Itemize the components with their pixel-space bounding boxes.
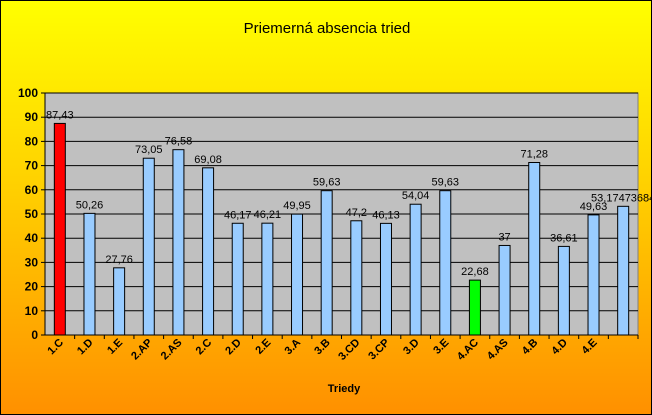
bar-1.C [53, 122, 66, 336]
bar-3.CP [379, 222, 392, 336]
y-tick-label: 20 [25, 280, 39, 294]
bar-4.AS [498, 244, 511, 336]
data-label: 27,76 [105, 254, 133, 266]
bar-3.D [409, 203, 422, 336]
x-tick-label: 3.B [312, 337, 333, 358]
x-tick-label: 2.E [253, 337, 273, 357]
y-tick-label: 50 [25, 207, 39, 221]
data-label: 46,17 [224, 209, 252, 221]
x-tick-label: 1.C [45, 337, 66, 358]
data-label: 69,08 [194, 154, 222, 166]
x-axis-ticks: 1.C 1.D 1.E 2.AP 2.AS 2.C 2.D 2.E 3.A 3.B 3.CD 3.CP… [45, 335, 639, 363]
x-tick-label: 2.C [194, 337, 215, 358]
data-label: 49,95 [283, 200, 311, 212]
bar-2.E [261, 222, 274, 336]
data-label: 47,2 [346, 207, 367, 219]
data-label: 73,05 [135, 144, 163, 156]
data-label: 46,21 [254, 209, 282, 221]
x-tick-label: 2.AP [129, 337, 155, 363]
x-tick-label: 3.A [283, 337, 304, 358]
x-tick-label: 3.E [431, 337, 451, 357]
data-label: 59,63 [432, 177, 460, 189]
y-tick-label: 80 [25, 134, 39, 148]
y-tick-label: 10 [25, 304, 39, 318]
bar-3.A [291, 213, 304, 336]
data-label: 22,68 [461, 266, 489, 278]
bar-4.E [587, 214, 600, 336]
x-tick-label: 1.D [75, 337, 96, 358]
y-tick-label: 60 [25, 183, 39, 197]
data-label: 46,13 [372, 209, 400, 221]
x-tick-label: 2.D [223, 337, 244, 358]
x-tick-label: 3.CP [366, 337, 392, 363]
bar-1.E [113, 267, 126, 336]
data-label: 50,26 [76, 199, 104, 211]
y-tick-label: 90 [25, 110, 39, 124]
bar-3.E [439, 190, 452, 336]
x-axis-title: Triedy [328, 383, 361, 395]
y-tick-label: 100 [18, 86, 38, 100]
y-axis-ticks: 0 10 20 30 40 50 60 70 80 90 100 [18, 86, 45, 342]
bar-3.CD [350, 220, 363, 336]
bar-4.B [528, 162, 541, 336]
bars [53, 122, 630, 336]
bar-2.D [231, 222, 244, 336]
x-tick-label: 1.E [105, 337, 125, 357]
y-tick-label: 40 [25, 231, 39, 245]
x-tick-label: 2.AS [159, 337, 185, 363]
data-label: 54,04 [402, 190, 430, 202]
data-label: 37 [498, 231, 510, 243]
y-tick-label: 70 [25, 159, 39, 173]
data-label: 53,17473684 [591, 192, 651, 204]
bar-2.AP [142, 157, 155, 336]
bar-4.AC [468, 279, 481, 336]
bar-3.B [320, 190, 333, 336]
x-tick-label: 3.D [401, 337, 422, 358]
bar-unlabeled [617, 205, 630, 336]
bar-1.D [83, 212, 96, 336]
bar-4.D [557, 245, 570, 336]
x-tick-label: 4.AS [485, 337, 511, 363]
data-label: 71,28 [520, 149, 548, 161]
data-label: 59,63 [313, 177, 341, 189]
bar-2.C [202, 167, 215, 336]
data-label: 76,58 [165, 136, 193, 148]
data-label: 36,61 [550, 232, 578, 244]
data-label: 87,43 [46, 109, 74, 121]
y-tick-label: 30 [25, 255, 39, 269]
data-label: 49,63 [580, 201, 608, 213]
x-tick-label: 4.D [549, 337, 570, 358]
x-tick-label: 3.CD [336, 337, 362, 363]
chart-title: Priemerná absencia tried [244, 20, 411, 37]
y-tick-label: 0 [31, 328, 38, 342]
x-tick-label: 4.AC [455, 337, 481, 363]
x-tick-label: 4.B [520, 337, 541, 358]
bar-2.AS [172, 149, 185, 336]
x-tick-label: 4.E [579, 337, 599, 357]
